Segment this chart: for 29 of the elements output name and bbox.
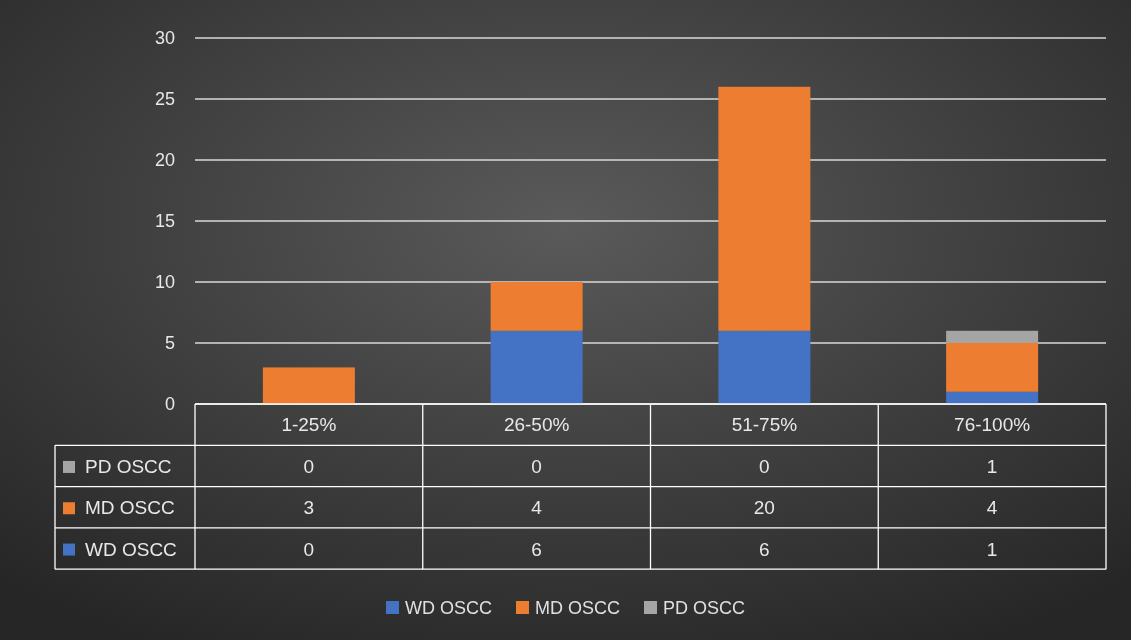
data-label: 0	[303, 455, 315, 477]
data-label: 3	[303, 497, 315, 519]
data-label: 20	[753, 497, 775, 519]
y-tick-label: 0	[164, 394, 175, 415]
data-label: 6	[759, 538, 770, 560]
legend-label: PD OSCC	[662, 598, 746, 618]
x-tick-label: 1-25%	[281, 413, 337, 435]
data-label: 4	[986, 497, 998, 519]
data-label: 0	[759, 455, 770, 477]
data-label: 6	[531, 538, 542, 560]
y-tick-label: 20	[154, 150, 175, 171]
y-tick-label: 25	[154, 89, 175, 110]
y-tick-label: 10	[154, 272, 175, 293]
data-label: 1	[986, 455, 998, 477]
data-label: 0	[531, 455, 542, 477]
y-tick-label: 5	[164, 333, 175, 354]
text: WD OSCC	[85, 538, 177, 560]
text: MD OSCC	[534, 598, 620, 618]
data-label: 1	[986, 538, 998, 560]
data-label: 4	[531, 497, 543, 519]
y-tick-label: 30	[154, 28, 175, 49]
x-tick-label: 51-75%	[731, 413, 798, 435]
x-tick-label: 76-100%	[954, 413, 1031, 435]
y-tick-label: 15	[154, 211, 175, 232]
data-label: 0	[303, 538, 315, 560]
text: PD OSCC	[85, 455, 172, 477]
x-tick-label: 26-50%	[503, 413, 570, 435]
legend-label: WD OSCC	[404, 598, 492, 618]
legend-label: MD OSCC	[85, 497, 175, 519]
